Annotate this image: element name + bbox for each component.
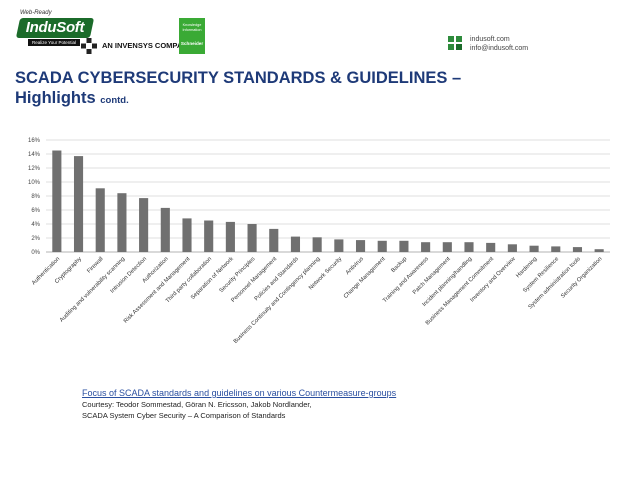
- bar: [204, 220, 214, 252]
- bar: [52, 150, 62, 252]
- y-tick-label: 16%: [28, 138, 41, 144]
- x-tick-label: Separation of Network: [190, 256, 235, 301]
- logo-tagline: Web-Ready: [20, 10, 52, 16]
- y-tick-label: 4%: [31, 222, 40, 228]
- y-tick-label: 12%: [28, 166, 41, 172]
- caption-link[interactable]: Focus of SCADA standards and guidelines …: [82, 388, 397, 398]
- bar: [182, 218, 192, 252]
- bar: [160, 207, 170, 252]
- x-tick-label: Security Organization: [560, 256, 603, 299]
- slide-header: Web-Ready InduSoft Realize Your Potentia…: [0, 0, 638, 62]
- bar: [377, 240, 387, 252]
- chart-bars: [52, 150, 604, 252]
- y-tick-label: 10%: [28, 180, 41, 186]
- x-tick-label: Patch Management: [412, 256, 452, 296]
- y-tick-label: 14%: [28, 152, 41, 158]
- x-tick-label: Backup: [390, 256, 408, 274]
- indusoft-mark-icon: [448, 36, 462, 50]
- bar: [442, 242, 452, 252]
- title-highlights: Highlights: [15, 89, 96, 107]
- contact-website[interactable]: indusoft.com: [470, 36, 510, 43]
- bar: [594, 249, 604, 252]
- bar: [421, 242, 431, 252]
- chart-caption: Focus of SCADA standards and guidelines …: [82, 387, 396, 421]
- bar: [73, 156, 84, 252]
- x-tick-label: Inventory and Overview: [469, 256, 517, 304]
- y-tick-label: 8%: [31, 194, 40, 200]
- title-line-2: Highlights contd.: [15, 88, 461, 111]
- y-axis-tick-labels: 0% 2% 4% 6% 8% 10% 12% 14% 16%: [28, 138, 41, 256]
- x-tick-label: Change Management: [343, 256, 387, 300]
- schneider-logo: Knowledge Information Schneider: [179, 18, 205, 54]
- caption-courtesy: Courtesy: Teodor Sommestad, Göran N. Eri…: [82, 400, 312, 409]
- bar: [507, 244, 517, 252]
- bar: [355, 240, 366, 252]
- bar: [225, 221, 235, 252]
- bar: [139, 198, 149, 252]
- contact-email[interactable]: info@indusoft.com: [470, 45, 529, 52]
- title-suffix: contd.: [100, 95, 129, 106]
- y-tick-label: 6%: [31, 208, 40, 214]
- company-tagline: AN INVENSYS COMPANY.: [102, 41, 194, 50]
- bar: [247, 224, 257, 252]
- schneider-name: Schneider: [180, 41, 204, 46]
- bar: [312, 237, 322, 252]
- caption-source: SCADA System Cyber Security – A Comparis…: [82, 411, 286, 420]
- x-tick-label: Firewall: [86, 256, 104, 274]
- chart-gridlines: [46, 139, 610, 253]
- slide-title: SCADA CYBERSECURITY STANDARDS & GUIDELIN…: [15, 68, 461, 111]
- bar: [551, 246, 561, 252]
- bar: [117, 193, 127, 252]
- bar: [399, 240, 409, 252]
- y-tick-label: 2%: [31, 236, 40, 242]
- y-tick-label: 0%: [31, 250, 40, 256]
- bar: [464, 242, 474, 252]
- contact-info: indusoft.com info@indusoft.com: [470, 35, 528, 53]
- x-tick-label: Antivirus: [345, 256, 365, 276]
- logo-subtitle: Realize Your Potential: [28, 39, 80, 46]
- bar: [95, 188, 105, 252]
- invensys-logo-icon: [81, 38, 97, 54]
- schneider-tagline: Knowledge Information: [182, 23, 202, 32]
- bar: [269, 228, 279, 252]
- bar: [334, 239, 344, 252]
- title-line-1: SCADA CYBERSECURITY STANDARDS & GUIDELIN…: [15, 69, 462, 87]
- bar: [572, 247, 583, 252]
- bar: [486, 242, 496, 252]
- bar: [290, 236, 301, 252]
- indusoft-logo: Web-Ready InduSoft Realize Your Potentia…: [14, 10, 95, 52]
- bar: [529, 245, 539, 252]
